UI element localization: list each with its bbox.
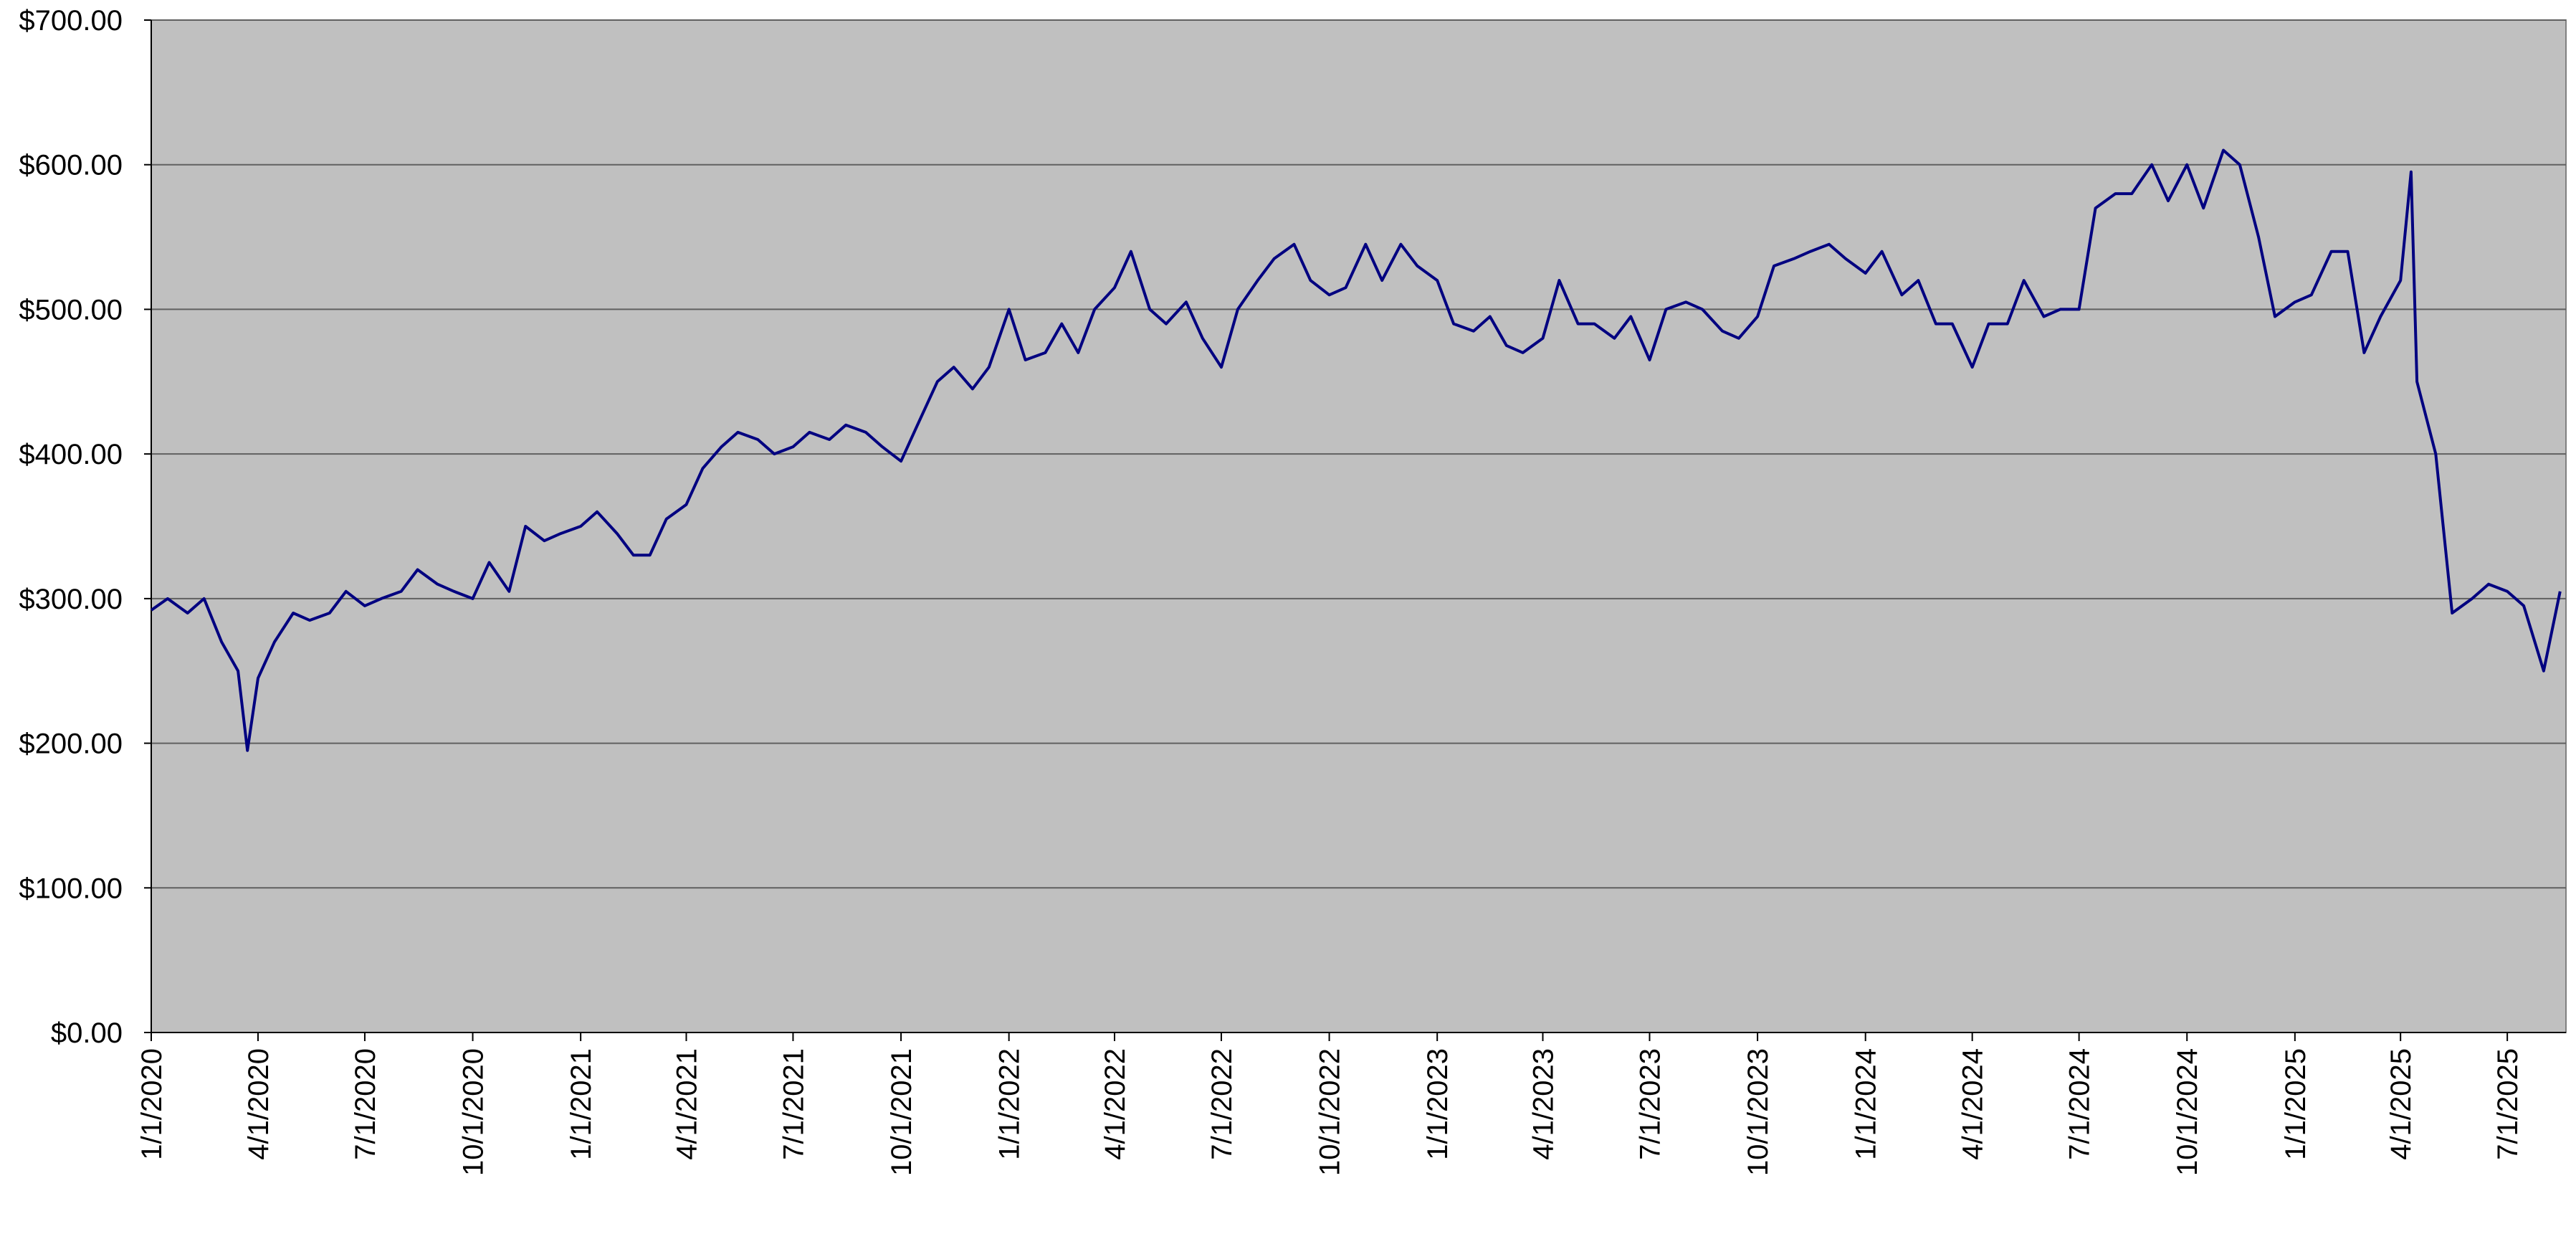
y-tick-label: $700.00	[19, 5, 123, 37]
x-tick-label: 4/1/2024	[1957, 1048, 1989, 1160]
y-tick-label: $300.00	[19, 584, 123, 615]
y-tick-label: $200.00	[19, 728, 123, 760]
y-tick-label: $0.00	[51, 1017, 123, 1049]
x-tick-label: 7/1/2024	[2064, 1048, 2096, 1160]
x-tick-label: 1/1/2025	[2280, 1048, 2312, 1160]
x-tick-label: 1/1/2021	[566, 1048, 597, 1160]
x-tick-label: 4/1/2022	[1099, 1048, 1131, 1160]
x-tick-label: 7/1/2025	[2492, 1048, 2524, 1160]
x-tick-label: 1/1/2024	[1851, 1048, 1882, 1160]
x-tick-label: 7/1/2020	[350, 1048, 381, 1160]
x-tick-label: 4/1/2020	[243, 1048, 275, 1160]
y-tick-label: $600.00	[19, 150, 123, 181]
x-tick-label: 4/1/2023	[1528, 1048, 1560, 1160]
x-tick-label: 10/1/2023	[1742, 1048, 1774, 1176]
x-tick-label: 10/1/2022	[1315, 1048, 1346, 1176]
x-tick-label: 4/1/2021	[671, 1048, 702, 1160]
x-tick-label: 10/1/2021	[886, 1048, 917, 1176]
x-tick-label: 7/1/2021	[778, 1048, 809, 1160]
y-tick-label: $400.00	[19, 439, 123, 470]
x-tick-label: 4/1/2025	[2385, 1048, 2417, 1160]
plot-area	[151, 19, 2567, 1033]
x-tick-label: 7/1/2022	[1206, 1048, 1238, 1160]
x-tick-label: 1/1/2020	[136, 1048, 168, 1160]
price-line	[150, 148, 2562, 752]
x-tick-label: 10/1/2024	[2172, 1048, 2203, 1176]
x-tick-label: 10/1/2020	[458, 1048, 490, 1176]
x-tick-label: 1/1/2023	[1422, 1048, 1454, 1160]
y-tick-label: $100.00	[19, 873, 123, 904]
x-tick-label: 7/1/2023	[1634, 1048, 1666, 1160]
y-tick-label: $500.00	[19, 294, 123, 326]
x-tick-label: 1/1/2022	[994, 1048, 1026, 1160]
